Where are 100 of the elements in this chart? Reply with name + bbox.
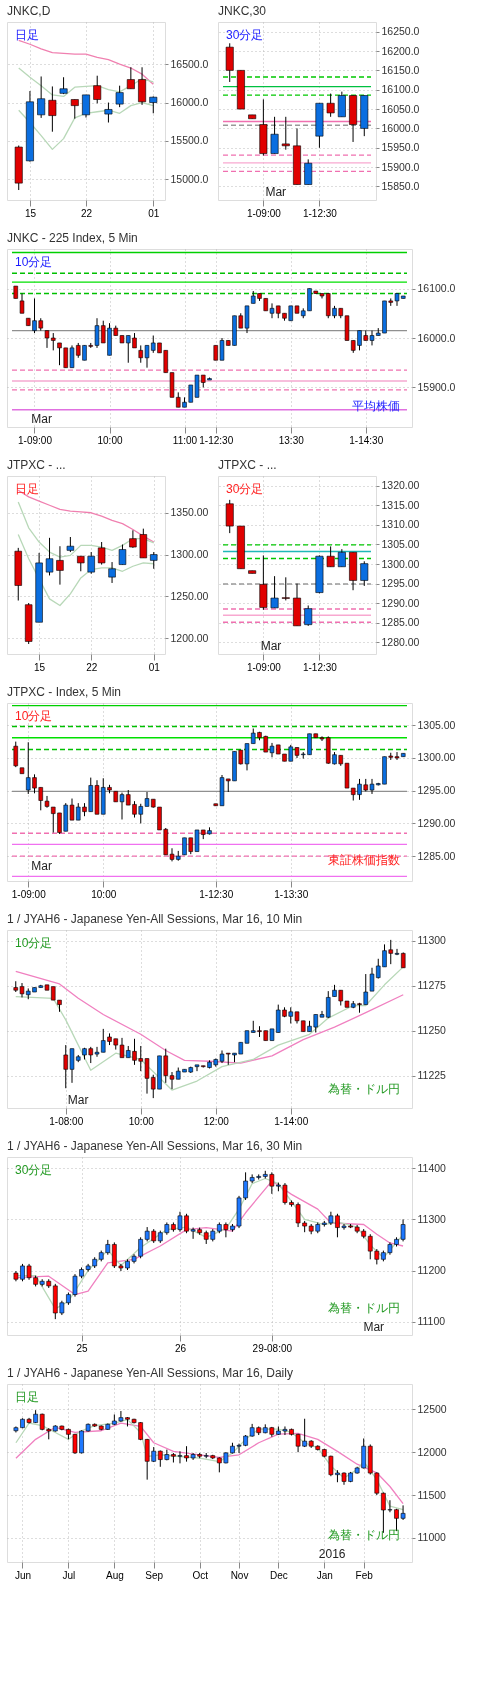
candlestick [225,42,234,83]
chart-subtitle: 10分足 [15,255,53,269]
candlestick [326,93,335,118]
x-tick-label: 1-09:00 [11,888,47,900]
text: 10分足 [15,936,53,950]
annotation: Mar [265,185,287,200]
y-tick-label: 15950.0 [381,141,420,154]
chart-title: JNKC,30 [218,4,267,18]
chart-title: 1 / JYAH6 - Japanese Yen-All Sessions, Mar 16, 10 Min [7,912,303,926]
x-tick-label: Jun [14,1569,32,1581]
annotation: 為替・ドル円 [327,1301,400,1316]
candlestick [45,537,54,576]
candlestick [304,604,313,627]
y-tick-label: 15000.0 [170,172,209,185]
y-tick-label: 1285.00 [417,849,456,862]
candlestick [138,66,147,106]
annotation: 平均株価 [351,398,400,413]
x-tick-label: 1-09:00 [18,434,53,446]
text: 30分足 [226,482,264,496]
annotation: Mar [67,1093,89,1108]
annotation: 東証株価指数 [327,852,400,867]
line-series [17,533,155,607]
x-tick-label: Jan [316,1569,333,1581]
candlestick [337,91,346,118]
x-tick-label: Aug [105,1569,124,1581]
y-tick-label: 1280.00 [381,635,420,648]
y-tick-label: 16500.0 [170,57,209,70]
x-tick-label: Jul [62,1569,76,1581]
x-tick-label: 1-12:30 [199,434,234,446]
candlestick [139,528,148,559]
y-tick-label: 11300 [417,1212,447,1225]
y-tick-label: 1315.00 [381,498,420,511]
y-tick-label: 16000.0 [417,331,456,344]
x-tick-label: 10:00 [97,434,123,446]
y-tick-label: 12000 [417,1445,447,1458]
candlestick [93,75,102,104]
y-tick-label: 1285.00 [381,616,420,629]
x-tick-label: 13:30 [278,434,305,446]
line-series [18,39,154,85]
x-tick-label: 26 [174,1342,187,1354]
x-tick-label: 1-08:00 [49,1115,84,1127]
y-tick-label: 16100.0 [381,83,420,96]
candlestick [82,94,90,119]
candlestick [13,741,18,768]
x-tick-label: 01 [148,661,161,673]
x-tick-label: 29-08:00 [252,1342,293,1354]
x-tick-label: 1-12:30 [302,207,338,219]
y-tick-label: 16250.0 [381,25,420,38]
y-tick-label: 15850.0 [381,179,420,192]
chart-title: JNKC,D [7,4,51,18]
chart-title: 1 / JYAH6 - Japanese Yen-All Sessions, Mar 16, Daily [7,1366,293,1380]
candlestick [19,293,25,314]
x-tick-label: 10:00 [91,888,117,900]
y-tick-label: 11275 [417,979,447,992]
y-tick-label: 16150.0 [381,63,420,76]
chart-title: JTPXC - Index, 5 Min [7,684,122,699]
y-tick-label: 1320.00 [381,479,420,492]
y-tick-label: 1305.00 [417,718,456,731]
x-tick-label: 22 [86,661,98,673]
y-tick-label: 11200 [417,1264,447,1277]
y-tick-label: 1350.00 [170,506,209,519]
x-tick-label: 25 [76,1342,89,1354]
candlestick [259,554,268,611]
annotation: Mar [31,858,52,873]
candlestick [281,116,290,151]
candlestick [360,560,369,587]
x-tick-label: Sep [145,1569,164,1581]
x-tick-label: Nov [230,1569,249,1581]
candlestick [281,576,290,601]
y-tick-label: 1300.00 [417,751,456,764]
y-tick-label: 11225 [417,1069,447,1082]
x-tick-label: 12:00 [203,1115,230,1127]
line-series [15,970,404,1064]
x-tick-label: Oct [192,1569,209,1581]
candlestick [270,575,279,609]
candlestick [70,98,79,120]
x-tick-label: 22 [80,207,93,219]
candlestick [87,551,95,575]
x-tick-label: 1-12:30 [302,661,338,673]
text: 10分足 [15,709,53,723]
y-tick-label: 1290.00 [417,816,456,829]
y-tick-label: 1295.00 [381,577,420,590]
y-tick-label: 11500 [417,1488,447,1501]
y-tick-label: 12500 [417,1402,447,1415]
x-tick-label: 1-13:30 [274,888,309,900]
y-tick-label: 1305.00 [381,537,420,550]
candlestick [118,544,127,566]
x-tick-label: 1-09:00 [246,207,282,219]
annotation: 2016 [318,1547,346,1562]
candlestick [97,541,106,566]
y-tick-label: 16200.0 [381,44,420,57]
chart-title: JNKC - 225 Index, 5 Min [7,231,138,245]
x-tick-label: 10:00 [128,1115,155,1127]
candlestick [108,561,116,584]
x-tick-label: Dec [270,1569,288,1581]
text: 30分足 [15,1163,53,1177]
annotation: 為替・ドル円 [327,1081,400,1096]
y-tick-label: 1295.00 [417,784,456,797]
y-tick-label: 16000.0 [170,96,209,109]
y-tick-label: 11250 [417,1024,447,1037]
